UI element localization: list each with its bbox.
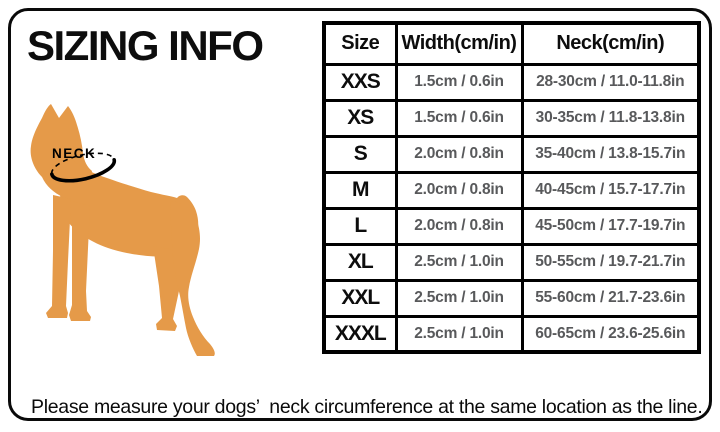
dog-figure: NECK: [11, 91, 311, 396]
width-cell: 2.0cm / 0.8in: [394, 170, 524, 210]
neck-cell: 60-65cm / 23.6-25.6in: [520, 314, 701, 354]
size-cell: S: [322, 134, 398, 174]
sizing-table: Size Width(cm/in) Neck(cm/in) XXS 1.5cm …: [322, 21, 701, 354]
size-cell: M: [322, 170, 398, 210]
size-cell: L: [322, 206, 398, 246]
header-size: Size: [322, 21, 398, 66]
width-cell: 1.5cm / 0.6in: [394, 62, 524, 102]
neck-cell: 55-60cm / 21.7-23.6in: [520, 278, 701, 318]
table-row: M 2.0cm / 0.8in 40-45cm / 15.7-17.7in: [322, 170, 701, 210]
table-row: XS 1.5cm / 0.6in 30-35cm / 11.8-13.8in: [322, 98, 701, 138]
neck-label: NECK: [52, 146, 96, 161]
neck-line-solid-arc: [50, 158, 117, 183]
width-cell: 2.0cm / 0.8in: [394, 134, 524, 174]
neck-line-dashed-arc: [50, 152, 115, 175]
width-cell: 1.5cm / 0.6in: [394, 98, 524, 138]
header-row: Size Width(cm/in) Neck(cm/in): [322, 21, 701, 66]
table-row: XL 2.5cm / 1.0in 50-55cm / 19.7-21.7in: [322, 242, 701, 282]
table-row: L 2.0cm / 0.8in 45-50cm / 17.7-19.7in: [322, 206, 701, 246]
sizing-table-body: XXS 1.5cm / 0.6in 28-30cm / 11.0-11.8in …: [322, 62, 701, 354]
table-row: XXXL 2.5cm / 1.0in 60-65cm / 23.6-25.6in: [322, 314, 701, 354]
neck-cell: 35-40cm / 13.8-15.7in: [520, 134, 701, 174]
width-cell: 2.5cm / 1.0in: [394, 314, 524, 354]
sizing-table-header: Size Width(cm/in) Neck(cm/in): [322, 21, 701, 66]
page-title: SIZING INFO: [27, 22, 264, 69]
width-cell: 2.5cm / 1.0in: [394, 242, 524, 282]
size-cell: XXS: [322, 62, 398, 102]
size-cell: XXXL: [322, 314, 398, 354]
width-cell: 2.5cm / 1.0in: [394, 278, 524, 318]
measure-note: Please measure your dogs’ neck circumfer…: [31, 396, 703, 418]
size-cell: XXL: [322, 278, 398, 318]
neck-cell: 40-45cm / 15.7-17.7in: [520, 170, 701, 210]
neck-cell: 28-30cm / 11.0-11.8in: [520, 62, 701, 102]
table-row: XXL 2.5cm / 1.0in 55-60cm / 21.7-23.6in: [322, 278, 701, 318]
neck-cell: 30-35cm / 11.8-13.8in: [520, 98, 701, 138]
sizing-info-card: SIZING INFO NECK: [8, 8, 712, 421]
header-width: Width(cm/in): [394, 21, 524, 66]
header-neck: Neck(cm/in): [520, 21, 701, 66]
size-cell: XS: [322, 98, 398, 138]
table-row: S 2.0cm / 0.8in 35-40cm / 13.8-15.7in: [322, 134, 701, 174]
dog-silhouette-graphic: NECK: [30, 104, 215, 356]
table-row: XXS 1.5cm / 0.6in 28-30cm / 11.0-11.8in: [322, 62, 701, 102]
neck-cell: 50-55cm / 19.7-21.7in: [520, 242, 701, 282]
size-cell: XL: [322, 242, 398, 282]
neck-measure-line: [50, 152, 117, 183]
neck-cell: 45-50cm / 17.7-19.7in: [520, 206, 701, 246]
dog-body-shape: [30, 104, 215, 356]
width-cell: 2.0cm / 0.8in: [394, 206, 524, 246]
